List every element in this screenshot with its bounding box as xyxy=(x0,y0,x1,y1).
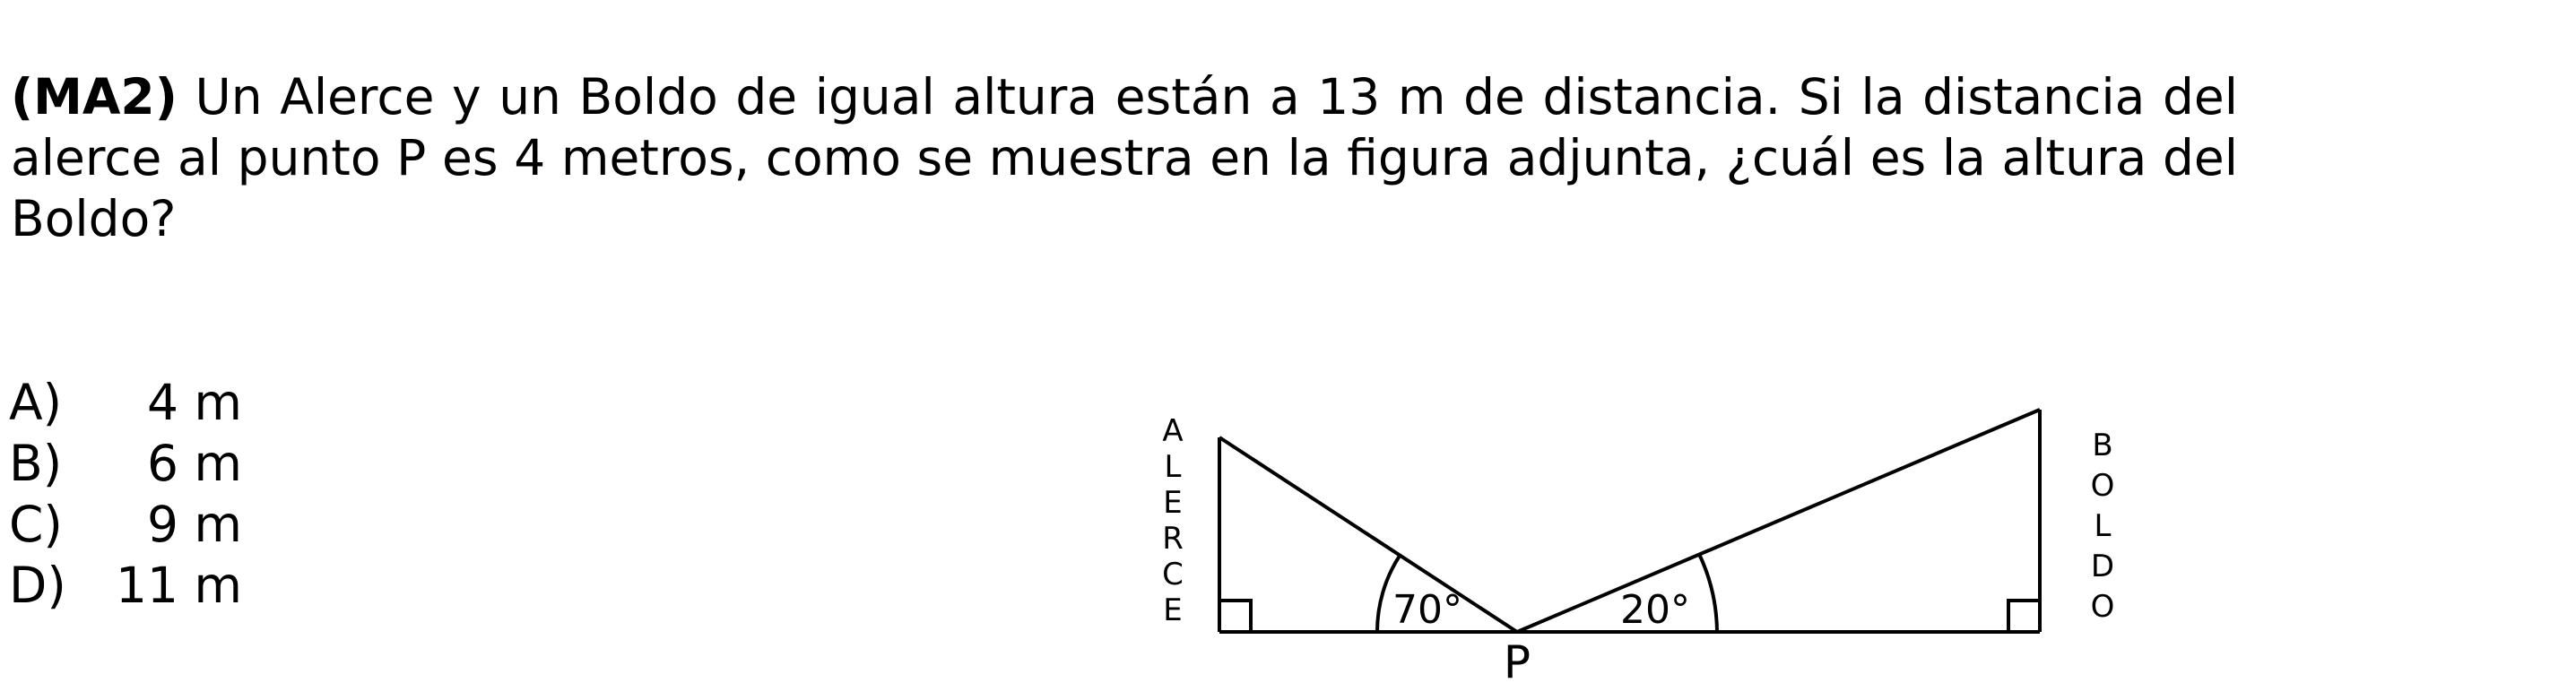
option-value: 11 m xyxy=(115,557,242,614)
angle-70-label: 70° xyxy=(1392,587,1462,633)
angle-20-label: 20° xyxy=(1620,587,1690,633)
alerce-letter: C xyxy=(1162,557,1184,592)
point-p-label: P xyxy=(1504,636,1531,681)
option-value: 6 m xyxy=(146,435,242,492)
boldo-letter: L xyxy=(2095,508,2112,544)
option-d[interactable]: D) 11 m xyxy=(9,555,242,616)
boldo-letter: O xyxy=(2091,468,2115,504)
option-c[interactable]: C) 9 m xyxy=(9,494,242,555)
boldo-letter: O xyxy=(2091,589,2115,625)
option-a[interactable]: A) 4 m xyxy=(9,372,242,433)
angle-arc-70 xyxy=(1375,554,1401,633)
alerce-letter: A xyxy=(1162,413,1183,449)
alerce-letter: E xyxy=(1163,485,1182,521)
option-letter: B) xyxy=(9,435,63,492)
alerce-letter: L xyxy=(1165,449,1182,485)
option-value: 9 m xyxy=(146,496,242,553)
answer-options: A) 4 m B) 6 m C) 9 m D) 11 m xyxy=(9,372,242,616)
right-angle-mark-left xyxy=(1219,599,1253,632)
alerce-letter: R xyxy=(1162,521,1184,557)
boldo-hypotenuse xyxy=(1516,408,2041,634)
question-tag: (MA2) xyxy=(11,68,178,125)
alerce-hypotenuse xyxy=(1218,436,1519,634)
question-body: Un Alerce y un Boldo de igual altura est… xyxy=(11,68,2238,247)
option-letter: D) xyxy=(9,557,66,614)
angle-arc-20 xyxy=(1697,553,1719,633)
option-value: 4 m xyxy=(146,374,242,431)
option-b[interactable]: B) 6 m xyxy=(9,433,242,494)
triangles-figure: 70° 20° P A L E R C E B O L D O xyxy=(1162,408,2115,681)
option-letter: A) xyxy=(9,374,63,431)
boldo-letter: D xyxy=(2091,549,2114,584)
right-angle-mark-right xyxy=(2007,599,2040,632)
alerce-letter: E xyxy=(1163,592,1182,628)
option-letter: C) xyxy=(9,496,63,553)
boldo-letter: B xyxy=(2092,428,2112,463)
question-text: (MA2) Un Alerce y un Boldo de igual altu… xyxy=(11,66,2238,249)
